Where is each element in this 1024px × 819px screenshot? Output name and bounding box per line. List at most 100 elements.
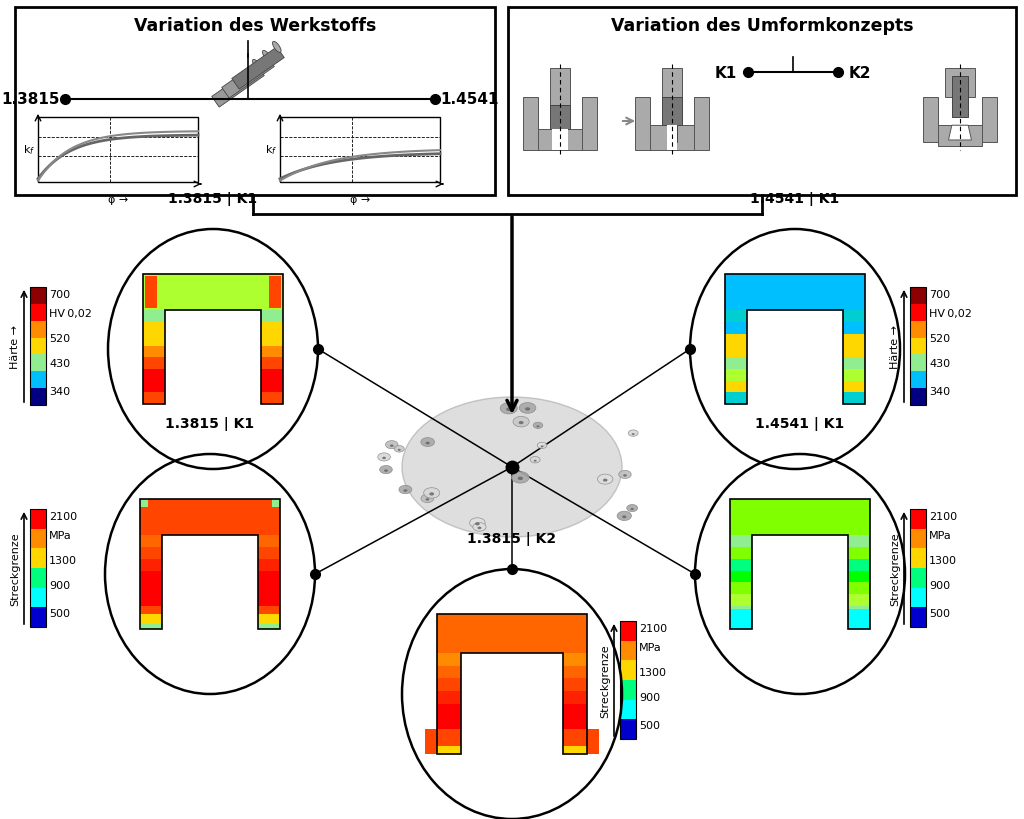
Bar xyxy=(910,372,926,389)
Bar xyxy=(620,622,636,739)
Ellipse shape xyxy=(519,422,523,425)
Bar xyxy=(145,277,157,309)
Text: 430: 430 xyxy=(929,358,950,368)
Bar xyxy=(258,618,280,629)
Bar xyxy=(538,130,582,151)
Ellipse shape xyxy=(421,495,434,503)
Bar xyxy=(725,346,746,358)
Bar xyxy=(143,311,165,323)
Ellipse shape xyxy=(399,486,412,494)
Polygon shape xyxy=(231,48,285,90)
Text: 1300: 1300 xyxy=(929,555,957,565)
Bar xyxy=(261,381,283,393)
Text: 500: 500 xyxy=(639,720,660,730)
Bar xyxy=(437,679,461,691)
Bar xyxy=(910,509,926,529)
Ellipse shape xyxy=(534,460,537,462)
Text: MPa: MPa xyxy=(639,642,662,652)
Ellipse shape xyxy=(390,445,393,447)
Bar xyxy=(752,536,848,629)
Bar xyxy=(165,311,261,405)
Bar xyxy=(910,287,926,405)
Bar xyxy=(663,69,682,97)
Ellipse shape xyxy=(617,512,632,521)
Text: Variation des Werkstoffs: Variation des Werkstoffs xyxy=(134,17,376,35)
Ellipse shape xyxy=(421,438,434,447)
Bar xyxy=(730,559,752,571)
Bar xyxy=(140,614,162,629)
Bar xyxy=(848,609,870,629)
Bar xyxy=(730,536,752,547)
Bar xyxy=(910,355,926,372)
Bar xyxy=(437,704,461,717)
Ellipse shape xyxy=(618,471,631,479)
Text: 520: 520 xyxy=(49,333,70,343)
Bar xyxy=(261,393,283,405)
Text: 1.3815 | K2: 1.3815 | K2 xyxy=(467,532,557,545)
Text: k$_f$: k$_f$ xyxy=(23,143,35,157)
Bar xyxy=(848,571,870,582)
Bar xyxy=(30,568,46,588)
Bar xyxy=(951,77,969,118)
Ellipse shape xyxy=(470,518,485,528)
Bar xyxy=(437,614,587,654)
Bar xyxy=(280,118,440,183)
Bar xyxy=(730,609,752,629)
Bar xyxy=(30,287,46,405)
Bar xyxy=(620,719,636,739)
Bar xyxy=(437,741,461,754)
Bar xyxy=(30,338,46,355)
Text: 1.4541: 1.4541 xyxy=(440,93,499,107)
Bar xyxy=(143,334,165,346)
Bar xyxy=(140,500,280,536)
Bar xyxy=(143,369,165,381)
Ellipse shape xyxy=(629,430,638,437)
Bar xyxy=(620,622,636,641)
Polygon shape xyxy=(663,97,682,143)
Bar xyxy=(140,500,148,508)
Text: k$_f$: k$_f$ xyxy=(265,143,278,157)
Bar xyxy=(437,666,461,679)
Bar xyxy=(143,323,165,334)
Bar xyxy=(258,559,280,571)
Bar xyxy=(30,287,46,305)
Text: Streckgrenze: Streckgrenze xyxy=(890,532,900,605)
Bar xyxy=(30,509,46,529)
Bar xyxy=(848,582,870,594)
Bar xyxy=(30,509,46,627)
Bar xyxy=(140,547,162,559)
Bar xyxy=(730,606,752,618)
Bar xyxy=(258,624,280,629)
Ellipse shape xyxy=(402,397,622,537)
Bar xyxy=(725,274,865,311)
Bar xyxy=(843,381,865,393)
Text: K1: K1 xyxy=(715,66,737,80)
Bar xyxy=(620,699,636,719)
Bar xyxy=(15,8,495,196)
Bar xyxy=(725,381,746,393)
Text: 700: 700 xyxy=(49,290,70,300)
Ellipse shape xyxy=(425,499,429,501)
Ellipse shape xyxy=(475,523,479,526)
Bar xyxy=(563,679,587,691)
Text: 900: 900 xyxy=(929,580,950,590)
Text: 2100: 2100 xyxy=(929,511,957,522)
Bar xyxy=(563,654,587,666)
Bar xyxy=(843,311,865,323)
Text: Streckgrenze: Streckgrenze xyxy=(600,644,610,717)
Bar xyxy=(162,536,258,629)
Bar xyxy=(843,369,865,381)
Bar xyxy=(725,323,746,334)
Bar xyxy=(843,358,865,369)
Bar xyxy=(258,594,280,606)
Bar xyxy=(982,97,997,143)
Bar xyxy=(910,389,926,405)
Ellipse shape xyxy=(530,457,540,464)
Bar xyxy=(258,571,280,582)
Bar xyxy=(910,287,926,305)
Bar xyxy=(582,97,597,151)
Ellipse shape xyxy=(380,466,392,474)
Bar xyxy=(258,582,280,594)
Bar xyxy=(30,549,46,568)
Bar xyxy=(140,624,162,629)
